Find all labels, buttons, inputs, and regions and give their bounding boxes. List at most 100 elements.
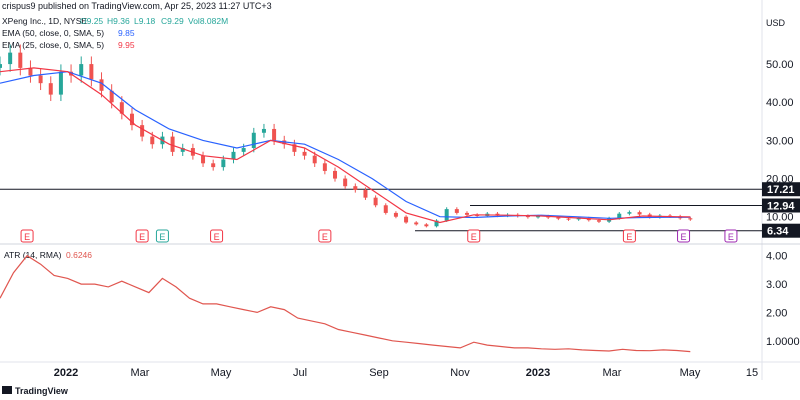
candle-body [129, 113, 134, 126]
candle-body [393, 212, 398, 217]
earnings-icon [677, 229, 691, 243]
atr-value: 0.6246 [66, 250, 92, 260]
candle-body [312, 155, 317, 164]
legend-label-ema25: EMA (25, close, 0, SMA, 5) [2, 40, 104, 50]
price-tick-label: 30.00 [766, 135, 794, 147]
time-tick-label: 15 [746, 367, 758, 379]
candle-body [322, 163, 327, 171]
price-tick-label: 10.00 [766, 212, 794, 224]
candle-body [536, 216, 541, 218]
atr-tick-label: 4.00 [766, 251, 787, 263]
atr-tick-label: 2.00 [766, 307, 787, 319]
earnings-label: E [214, 232, 220, 242]
candle-body [201, 155, 206, 164]
candle-body [556, 217, 561, 219]
candle-body [363, 190, 368, 198]
candle-body [272, 128, 277, 141]
earnings-icon [467, 229, 481, 243]
price-tick-label: 40.00 [766, 97, 794, 109]
candle-body [688, 218, 693, 220]
candle-body [343, 178, 348, 187]
legend-row-price: XPeng Inc., 1D, NYSE O9.25 H9.36 L9.18 C… [2, 16, 228, 26]
earnings-icon [155, 229, 169, 243]
price-y-axis: 50.00 40.00 30.00 20.00 10.00 [766, 59, 794, 224]
candle-body [79, 64, 84, 76]
time-tick-label: Nov [450, 367, 470, 379]
price-tick-label: 50.00 [766, 59, 794, 71]
candle-body [211, 163, 216, 168]
candle-body [38, 75, 43, 84]
candle-body [109, 90, 114, 103]
candle-body [231, 151, 236, 160]
candle-body [444, 209, 449, 221]
candle-body [150, 136, 155, 145]
earnings-icon [135, 229, 149, 243]
candle-body [180, 148, 185, 152]
candle-body [525, 215, 530, 218]
candle-body [261, 128, 266, 133]
earnings-label: E [681, 232, 687, 242]
price-tick-label: 20.00 [766, 174, 794, 186]
earnings-icon [724, 229, 738, 243]
candle-body [454, 209, 459, 213]
candle-body [99, 79, 104, 91]
candle-body [8, 52, 13, 65]
earnings-label: E [626, 232, 632, 242]
candle-body [464, 212, 469, 215]
candle-body [566, 218, 571, 220]
price-hlines: 17.21 12.94 6.34 [0, 182, 800, 238]
candle-body [637, 212, 642, 215]
candle-body [404, 216, 409, 223]
time-tick-label: 2023 [526, 367, 550, 379]
candle-body [424, 224, 429, 227]
legend-high: H9.36 [107, 16, 130, 26]
earnings-markers: E E E E E E EE E [20, 229, 738, 243]
candle-body [302, 151, 307, 156]
candle-body [434, 220, 439, 227]
candle-body [241, 148, 246, 152]
ema50-line [0, 71, 691, 219]
atr-tick-label: 3.00 [766, 279, 787, 291]
candle-body [18, 52, 23, 68]
time-tick-label: Jul [293, 367, 307, 379]
candle-body [119, 102, 124, 114]
candle-body [58, 71, 63, 95]
ema25-line [0, 67, 691, 224]
time-tick-label: May [211, 367, 232, 379]
time-axis: 2022 Mar May Jul Sep Nov 2023 Mar May 15 [54, 367, 758, 379]
legend-volume: Vol8.082M [188, 16, 228, 26]
atr-label: ATR (14, RMA) [4, 250, 62, 260]
earnings-label: E [139, 232, 145, 242]
logo-mark-icon [2, 386, 12, 394]
candle-body [414, 222, 419, 225]
time-tick-label: Mar [131, 367, 150, 379]
candle-body [383, 205, 388, 213]
candle-body [627, 212, 632, 214]
earnings-icon [318, 229, 332, 243]
candle-body [373, 197, 378, 206]
legend-low: L9.18 [134, 16, 156, 26]
brand-text: TradingView [15, 386, 69, 396]
price-candles [0, 44, 693, 228]
candle-body [596, 220, 601, 222]
candle-body [221, 159, 226, 168]
level-badge [762, 223, 800, 238]
earnings-label: E [159, 232, 165, 242]
level-label: 12.94 [767, 201, 795, 213]
level-label: 17.21 [767, 184, 795, 196]
legend-close: C9.29 [161, 16, 184, 26]
time-tick-label: May [680, 367, 701, 379]
legend-value-ema25: 9.95 [118, 40, 135, 50]
atr-y-axis: 4.00 3.00 2.00 1.0000 [766, 251, 800, 348]
legend-label-ema50: EMA (50, close, 0, SMA, 5) [2, 28, 104, 38]
candle-body [617, 213, 622, 219]
level-badge [762, 198, 800, 213]
atr-line [0, 254, 691, 353]
candle-body [292, 144, 297, 152]
publisher-text: crispus9 published on TradingView.com, A… [2, 1, 272, 11]
legend-row-ema50: EMA (50, close, 0, SMA, 5) 9.85 [2, 28, 135, 38]
candle-body [48, 83, 53, 95]
currency-label: USD [766, 18, 786, 28]
time-tick-label: Mar [603, 367, 622, 379]
